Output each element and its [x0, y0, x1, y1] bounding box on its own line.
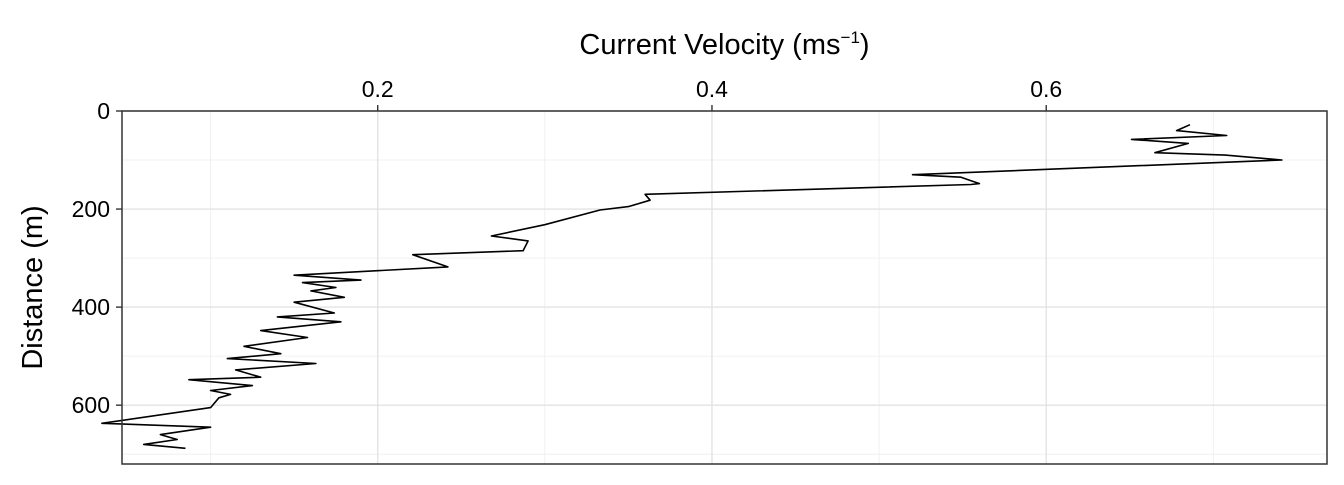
x-tick-label: 0.4	[696, 76, 728, 102]
axes: 0.2 0.4 0.6 0 200 400 600	[72, 76, 1063, 418]
y-tick-label: 200	[72, 196, 110, 222]
y-tick-label: 400	[72, 294, 110, 320]
plot-panel-border	[121, 110, 1328, 465]
series-line	[101, 123, 1283, 450]
y-axis-title: Distance (m)	[17, 205, 49, 369]
y-tick-label: 0	[97, 98, 110, 124]
x-tick-label: 0.6	[1030, 76, 1062, 102]
x-axis-title: Current Velocity (ms−1)	[579, 28, 869, 61]
x-tick-label: 0.2	[362, 76, 394, 102]
y-tick-label: 600	[72, 392, 110, 418]
grid	[122, 110, 1327, 464]
series-layer	[101, 123, 1283, 450]
